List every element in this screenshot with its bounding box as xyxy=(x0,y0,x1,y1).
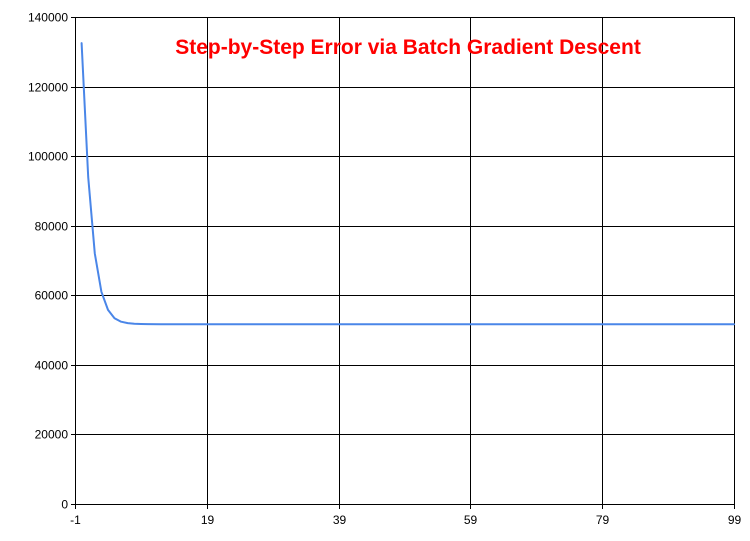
y-tick-label: 60000 xyxy=(35,289,69,303)
y-tick-label: 0 xyxy=(61,498,68,512)
y-tick-label: 40000 xyxy=(35,359,69,373)
y-tick-label: 120000 xyxy=(28,81,68,95)
series-line xyxy=(80,42,735,326)
x-tick-label: 59 xyxy=(464,513,478,527)
grid-lines xyxy=(75,17,735,505)
y-tick-label: 80000 xyxy=(35,220,69,234)
x-tick-label: 79 xyxy=(596,513,610,527)
chart-title: Step-by-Step Error via Batch Gradient De… xyxy=(175,36,641,59)
x-tick-label: 99 xyxy=(728,513,742,527)
x-tick-label: 39 xyxy=(333,513,347,527)
series-layer xyxy=(80,42,735,326)
y-tick-label: 20000 xyxy=(35,428,69,442)
x-tick-label: 19 xyxy=(201,513,215,527)
x-tick-label: -1 xyxy=(70,513,81,527)
y-tick-label: 140000 xyxy=(28,11,68,25)
y-tick-label: 100000 xyxy=(28,150,68,164)
tick-labels: 0 20000 40000 60000 80000 100000 120000 140000 -… xyxy=(28,11,742,528)
axes xyxy=(71,17,735,509)
